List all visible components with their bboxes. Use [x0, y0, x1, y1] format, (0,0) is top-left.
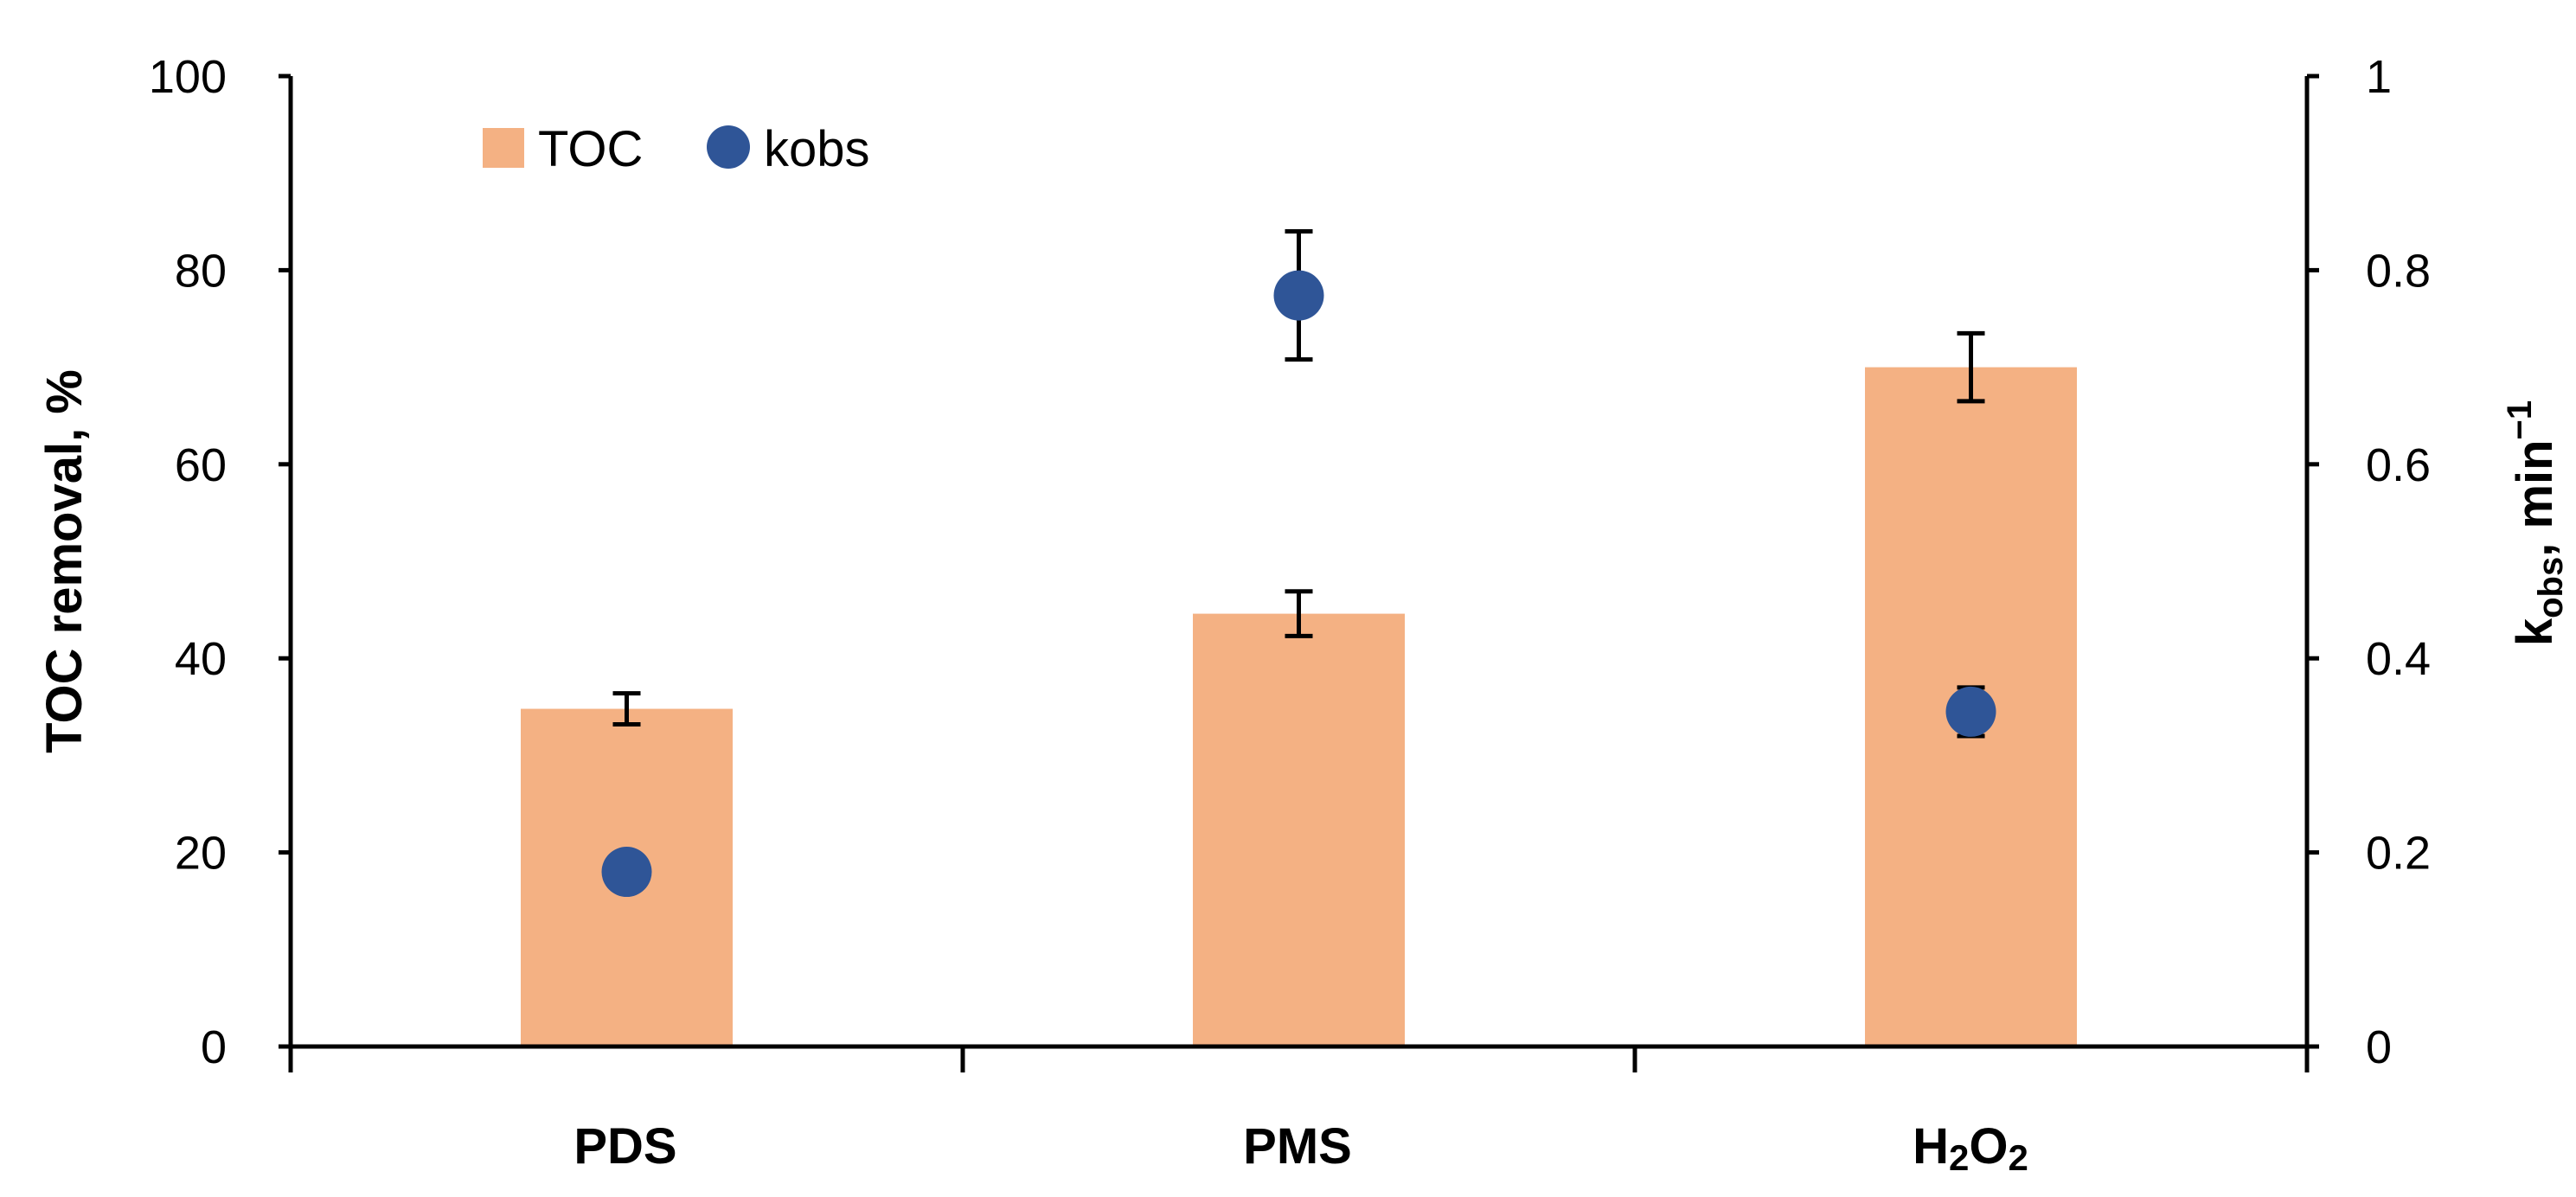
- legend-label-toc: TOC: [538, 121, 643, 177]
- category-label-pds: PDS: [574, 1118, 676, 1175]
- legend-label-kobs: kobs: [764, 121, 870, 177]
- error-bar-toc-1: [1285, 589, 1313, 638]
- legend-marker-kobs: [707, 125, 750, 169]
- right-tick-label: 0: [2366, 1021, 2392, 1073]
- category-label-h2o2: H2O2: [1913, 1118, 2028, 1178]
- right-tick-label: 1: [2366, 51, 2392, 103]
- right-tick-label: 0.4: [2366, 633, 2431, 685]
- right-tick-label: 0.8: [2366, 245, 2431, 297]
- point-kobs-1: [1273, 270, 1324, 321]
- right-axis-title: kobs, min−1: [2501, 400, 2570, 646]
- legend-swatch-toc: [483, 128, 524, 168]
- left-tick-label: 60: [175, 439, 227, 491]
- left-axis-title: TOC removal, %: [36, 369, 93, 753]
- category-label-pms: PMS: [1243, 1118, 1352, 1175]
- left-tick-label: 20: [175, 828, 227, 880]
- ticks: 0 20 40 60 80 100 0 0.2 0.4 0.6 0.8 1: [149, 51, 2431, 1073]
- left-tick-label: 80: [175, 245, 227, 297]
- point-kobs-2: [1945, 686, 1996, 737]
- left-tick-label: 100: [149, 51, 227, 103]
- error-bar-toc-0: [612, 691, 641, 727]
- plot-marks: [521, 229, 2077, 1047]
- left-tick-label: 0: [201, 1021, 227, 1073]
- right-tick-label: 0.2: [2366, 828, 2431, 880]
- right-tick-label: 0.6: [2366, 439, 2431, 491]
- legend: TOC kobs: [483, 121, 870, 177]
- axes: [288, 76, 2310, 1049]
- bar-toc-1: [1193, 613, 1405, 1047]
- left-tick-label: 40: [175, 633, 227, 685]
- category-labels: PDS PMS H2O2: [574, 1118, 2028, 1178]
- point-kobs-0: [601, 847, 652, 898]
- error-bar-toc-2: [1957, 330, 1985, 404]
